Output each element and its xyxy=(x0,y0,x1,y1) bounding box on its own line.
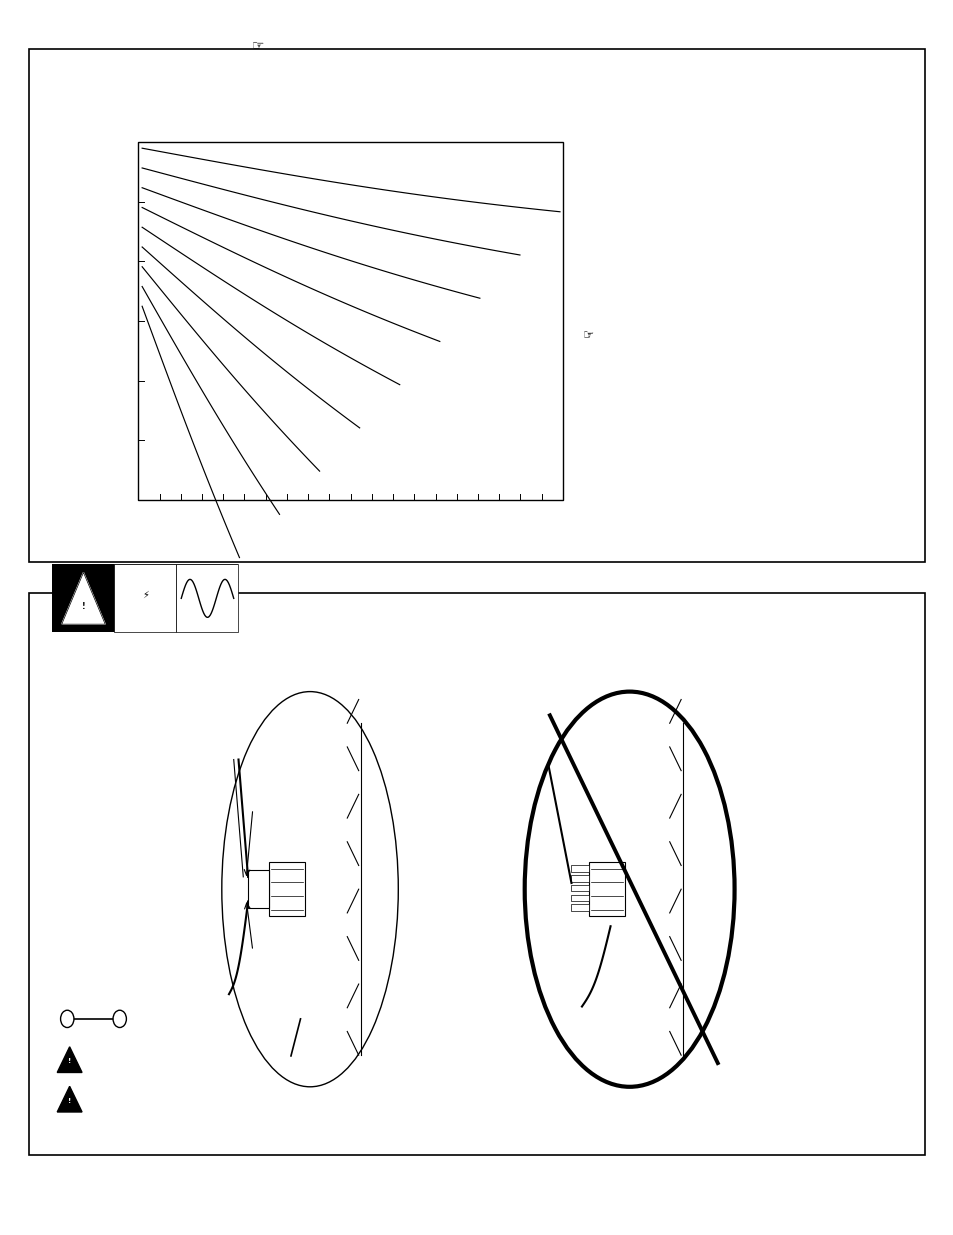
Bar xyxy=(571,904,588,911)
Bar xyxy=(248,871,269,908)
Text: !: ! xyxy=(68,1058,71,1065)
Text: ⚡: ⚡ xyxy=(142,590,149,600)
Bar xyxy=(269,862,305,916)
Polygon shape xyxy=(57,1087,82,1112)
Bar xyxy=(29,593,924,1155)
Bar xyxy=(138,142,562,500)
Bar xyxy=(571,866,588,872)
Bar xyxy=(52,564,238,632)
Circle shape xyxy=(61,1010,74,1028)
Circle shape xyxy=(112,1010,126,1028)
Text: !: ! xyxy=(68,1098,71,1104)
Bar xyxy=(29,49,924,562)
Bar xyxy=(588,862,624,916)
Polygon shape xyxy=(57,1047,82,1072)
Bar xyxy=(571,876,588,882)
Bar xyxy=(176,564,238,632)
Ellipse shape xyxy=(524,692,734,1087)
Bar xyxy=(571,884,588,892)
Text: !: ! xyxy=(82,601,85,611)
Text: ☞: ☞ xyxy=(251,38,264,53)
Bar xyxy=(114,564,176,632)
Ellipse shape xyxy=(221,692,398,1087)
Text: ☞: ☞ xyxy=(582,330,594,342)
Bar xyxy=(571,894,588,902)
Polygon shape xyxy=(62,573,105,624)
